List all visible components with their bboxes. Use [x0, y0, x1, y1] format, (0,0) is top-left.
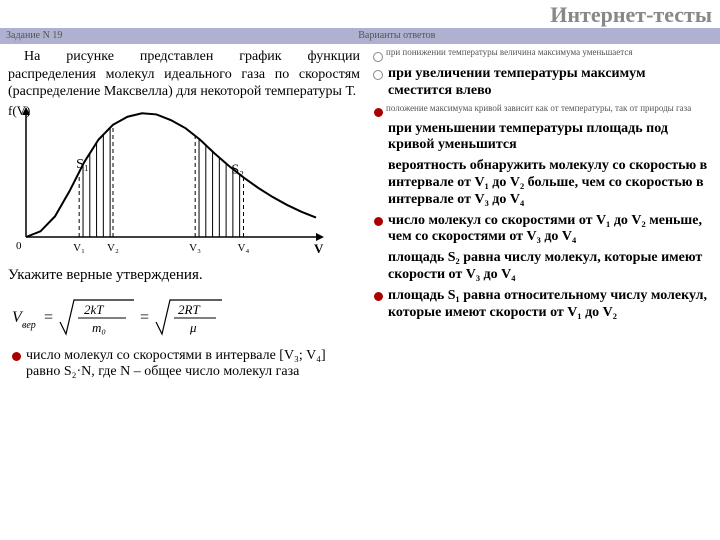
- svg-text:2RT: 2RT: [178, 302, 200, 317]
- bullet-open-icon: [370, 66, 386, 80]
- svg-text:V₁: V₁: [73, 242, 85, 254]
- answers-panel: при понижении температуры величина макси…: [366, 44, 714, 385]
- bullet-none-icon: [370, 121, 386, 125]
- task-bar: Задание N 19: [0, 28, 352, 44]
- svg-text:вер: вер: [22, 320, 36, 331]
- bullet-filled-icon: [370, 213, 386, 226]
- answer-text: площадь S₂ равна числу молекул, которые …: [386, 250, 710, 284]
- maxwell-chart: f(V) V 0 V₁ V₂ V₃ V₄ S₁ S₂: [8, 101, 328, 261]
- bullet-icon: [8, 348, 24, 361]
- svg-text:0: 0: [16, 240, 22, 252]
- answer-text: площадь S₁ равна относительному числу мо…: [386, 288, 710, 322]
- bottom-note-row: число молекул со скоростями в интервале …: [8, 348, 360, 382]
- svg-text:V₂: V₂: [107, 242, 119, 254]
- answer-option[interactable]: площадь S₁ равна относительному числу мо…: [370, 288, 710, 322]
- answer-text: при понижении температуры величина макси…: [386, 48, 632, 58]
- svg-text:V: V: [314, 241, 324, 256]
- instruction: Укажите верные утверждения.: [8, 267, 360, 284]
- main-columns: На рисунке представлен график функции ра…: [0, 44, 720, 385]
- answers-bar: Варианты ответов: [352, 28, 720, 44]
- answer-text: вероятность обнаружить молекулу со скоро…: [386, 158, 710, 208]
- bullet-open-icon: [370, 48, 386, 62]
- answer-text: число молекул со скоростями от V₁ до V₂ …: [386, 213, 710, 247]
- answer-option[interactable]: число молекул со скоростями от V₁ до V₂ …: [370, 213, 710, 247]
- bottom-note: число молекул со скоростями в интервале …: [24, 348, 360, 382]
- page-title: Интернет-тесты: [0, 0, 720, 28]
- task-panel: На рисунке представлен график функции ра…: [0, 44, 366, 385]
- svg-text:V₄: V₄: [238, 242, 250, 254]
- svg-text:S₂: S₂: [231, 162, 244, 177]
- answer-option[interactable]: при увеличении температуры максимум смес…: [370, 66, 710, 100]
- answer-option[interactable]: площадь S₂ равна числу молекул, которые …: [370, 250, 710, 284]
- bullet-filled-icon: [370, 104, 386, 117]
- task-text: На рисунке представлен график функции ра…: [8, 48, 360, 101]
- answer-option[interactable]: положение максимума кривой зависит как о…: [370, 104, 710, 117]
- answer-text: положение максимума кривой зависит как о…: [386, 104, 691, 114]
- bullet-none-icon: [370, 158, 386, 162]
- formula: V вер = 2kT m₀ = 2RT μ: [8, 292, 360, 340]
- header-bars: Задание N 19 Варианты ответов: [0, 28, 720, 44]
- answer-option[interactable]: при уменьшении температуры площадь под к…: [370, 121, 710, 155]
- svg-text:2kT: 2kT: [84, 302, 104, 317]
- bullet-filled-icon: [370, 288, 386, 301]
- svg-text:f(V): f(V): [8, 103, 30, 118]
- svg-text:m₀: m₀: [92, 320, 106, 335]
- svg-text:μ: μ: [189, 320, 197, 335]
- bullet-none-icon: [370, 250, 386, 254]
- svg-text:=: =: [44, 309, 53, 326]
- answer-text: при увеличении температуры максимум смес…: [386, 66, 710, 100]
- svg-text:=: =: [140, 309, 149, 326]
- svg-text:V₃: V₃: [189, 242, 201, 254]
- answer-text: при уменьшении температуры площадь под к…: [386, 121, 710, 155]
- answer-option[interactable]: при понижении температуры величина макси…: [370, 48, 710, 62]
- svg-text:S₁: S₁: [76, 157, 89, 172]
- answer-option[interactable]: вероятность обнаружить молекулу со скоро…: [370, 158, 710, 208]
